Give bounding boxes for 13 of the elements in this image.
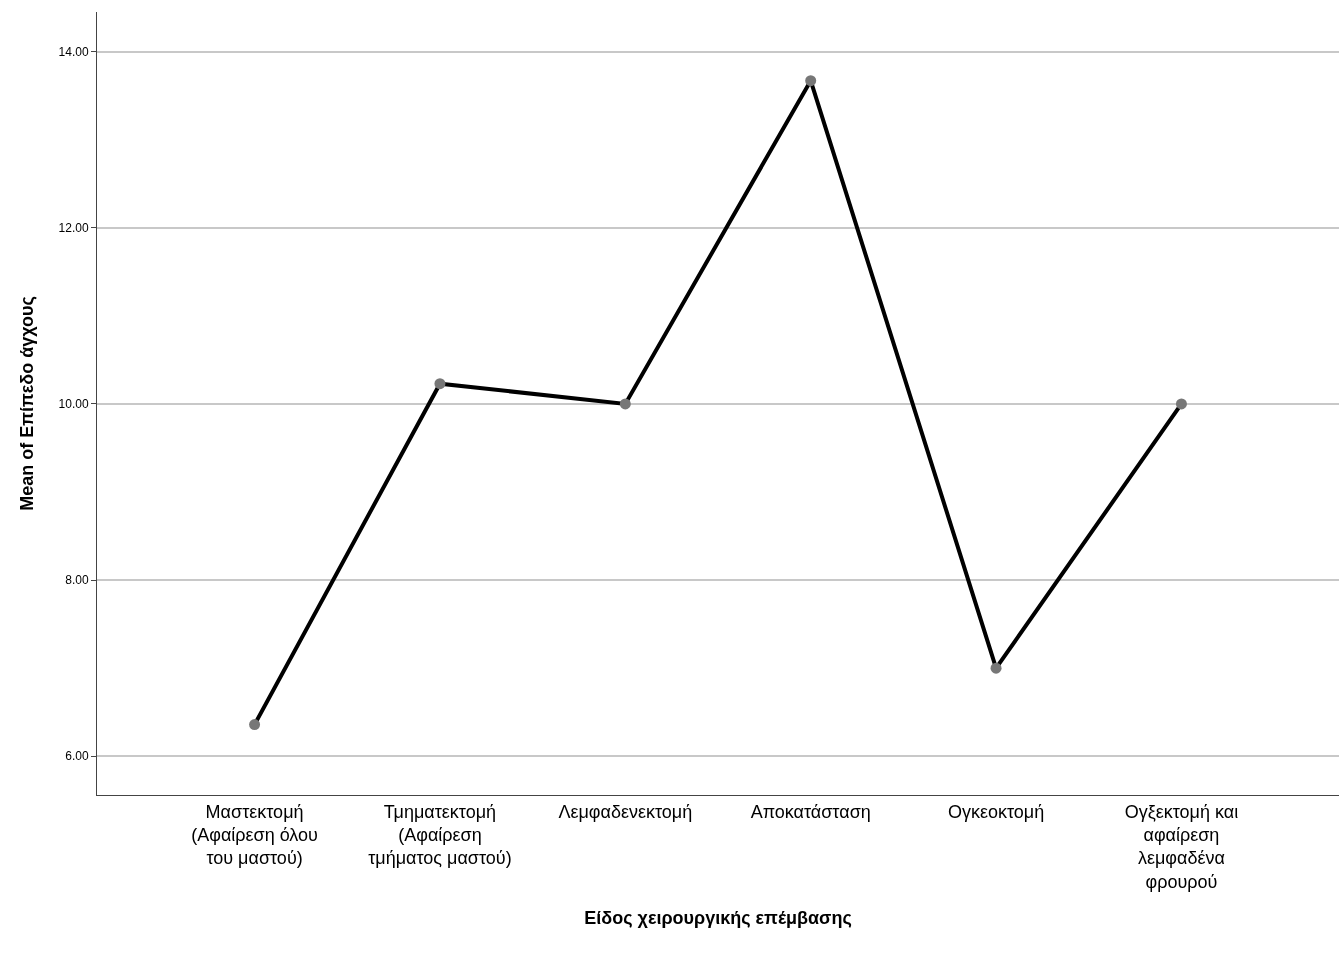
x-tick-label: Ογξεκτομή και αφαίρεση λεμφαδένα φρουρού bbox=[1124, 801, 1239, 892]
y-tick-label: 12.00 bbox=[58, 220, 89, 235]
y-tick-label: 10.00 bbox=[58, 397, 89, 412]
y-axis-title: Mean of Επίπεδο άγχους bbox=[16, 296, 37, 511]
x-tick-label: Αποκατάσταση bbox=[750, 801, 871, 822]
x-tick-label: Μαστεκτομή (Αφαίρεση όλου του μαστού) bbox=[191, 801, 318, 869]
y-tick-label: 14.00 bbox=[58, 44, 89, 59]
y-tick-label: 8.00 bbox=[65, 573, 89, 588]
y-tick-label: 6.00 bbox=[65, 749, 89, 764]
x-tick-label: Λεμφαδενεκτομή bbox=[558, 801, 693, 822]
x-tick-label: Ογκεοκτομή bbox=[947, 801, 1045, 822]
x-tick-label: Τμηματεκτομή (Αφαίρεση τμήματος μαστού) bbox=[368, 801, 512, 869]
x-axis-title: Είδος χειρουργικής επέμβασης bbox=[584, 907, 852, 928]
